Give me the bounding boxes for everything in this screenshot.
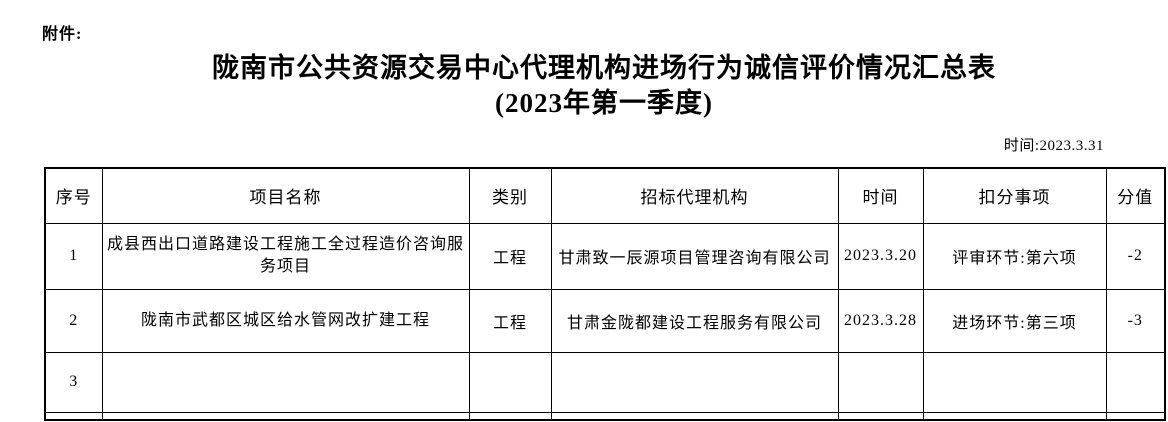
table-row: 1 成县西出口道路建设工程施工全过程造价咨询服务项目 工程 甘肃致一辰源项目管理… [44, 222, 1166, 290]
cell-score: -3 [1105, 288, 1166, 353]
header-date: 时间 [837, 167, 924, 224]
header-deduction: 扣分事项 [922, 167, 1107, 224]
cell-category [468, 411, 552, 421]
table-header-row: 序号 项目名称 类别 招标代理机构 时间 扣分事项 分值 [44, 167, 1166, 224]
cell-project-name: 成县西出口道路建设工程施工全过程造价咨询服务项目 [101, 222, 470, 290]
cell-index: 3 [44, 351, 103, 413]
cell-index [44, 411, 103, 421]
cell-index: 2 [44, 288, 103, 353]
cell-date [837, 351, 924, 413]
table-row: 3 [44, 351, 1166, 413]
cell-date [837, 411, 924, 421]
page-subtitle: (2023年第一季度) [495, 88, 713, 118]
cell-deduction [922, 351, 1107, 413]
cell-score: -2 [1105, 222, 1166, 290]
cell-project-name [101, 351, 470, 413]
cell-project-name: 陇南市武都区城区给水管网改扩建工程 [101, 288, 470, 353]
evaluation-summary-table: 序号 项目名称 类别 招标代理机构 时间 扣分事项 分值 1 成县西出口道路建设… [44, 167, 1166, 421]
cell-deduction: 评审环节:第六项 [922, 222, 1107, 290]
cell-agency [550, 351, 839, 413]
table-row-partial [44, 411, 1166, 421]
header-project-name: 项目名称 [101, 167, 470, 224]
cell-category: 工程 [468, 222, 552, 290]
title-block: 陇南市公共资源交易中心代理机构进场行为诚信评价情况汇总表 (2023年第一季度) [44, 50, 1164, 120]
cell-deduction [922, 411, 1107, 421]
date-note: 时间:2023.3.31 [1003, 138, 1104, 154]
header-agency: 招标代理机构 [550, 167, 839, 224]
header-score: 分值 [1105, 167, 1166, 224]
header-index: 序号 [44, 167, 103, 224]
cell-project-name [101, 411, 470, 421]
cell-category: 工程 [468, 288, 552, 353]
cell-deduction: 进场环节:第三项 [922, 288, 1107, 353]
attachment-label: 附件: [42, 26, 83, 43]
cell-category [468, 351, 552, 413]
cell-index: 1 [44, 222, 103, 290]
cell-score [1105, 411, 1166, 421]
page-title: 陇南市公共资源交易中心代理机构进场行为诚信评价情况汇总表 [212, 53, 996, 83]
cell-score [1105, 351, 1166, 413]
cell-agency [550, 411, 839, 421]
cell-date: 2023.3.20 [837, 222, 924, 290]
table-row: 2 陇南市武都区城区给水管网改扩建工程 工程 甘肃金陇都建设工程服务有限公司 2… [44, 288, 1166, 353]
cell-date: 2023.3.28 [837, 288, 924, 353]
header-category: 类别 [468, 167, 552, 224]
cell-agency: 甘肃金陇都建设工程服务有限公司 [550, 288, 839, 353]
cell-agency: 甘肃致一辰源项目管理咨询有限公司 [550, 222, 839, 290]
